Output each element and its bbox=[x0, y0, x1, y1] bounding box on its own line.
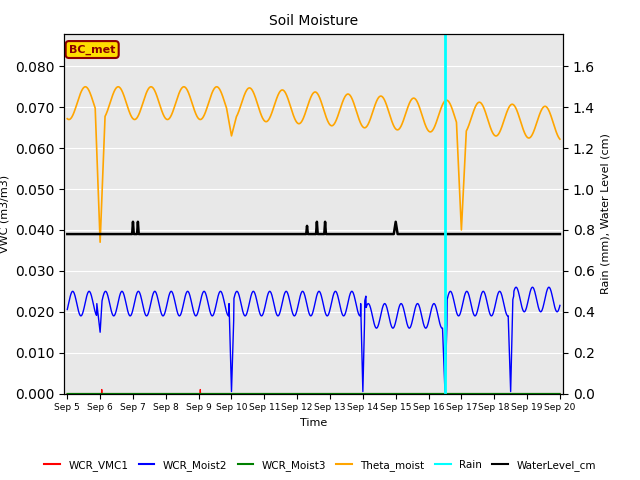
Line: WCR_VMC1: WCR_VMC1 bbox=[67, 389, 560, 394]
WCR_VMC1 bbox=[286, 391, 294, 396]
Theta_moist bbox=[81, 84, 89, 90]
WCR_Moist3 bbox=[124, 391, 132, 396]
Title: Soil Moisture: Soil Moisture bbox=[269, 14, 358, 28]
WCR_VMC1 bbox=[124, 391, 132, 396]
WCR_Moist2 bbox=[225, 311, 233, 316]
WCR_Moist2 bbox=[76, 312, 84, 318]
Legend: WCR_VMC1, WCR_Moist2, WCR_Moist3, Theta_moist, Rain, WaterLevel_cm: WCR_VMC1, WCR_Moist2, WCR_Moist3, Theta_… bbox=[40, 456, 600, 475]
WCR_Moist2 bbox=[556, 302, 564, 308]
WCR_Moist3 bbox=[221, 391, 228, 396]
Y-axis label: VWC (m3/m3): VWC (m3/m3) bbox=[0, 175, 9, 252]
WCR_Moist3 bbox=[556, 391, 564, 396]
Line: WCR_Moist2: WCR_Moist2 bbox=[67, 287, 560, 392]
WCR_Moist2 bbox=[529, 284, 536, 290]
WCR_VMC1 bbox=[63, 391, 71, 396]
WaterLevel_cm bbox=[226, 231, 234, 237]
Y-axis label: Rain (mm), Water Level (cm): Rain (mm), Water Level (cm) bbox=[600, 133, 611, 294]
WCR_Moist2 bbox=[63, 307, 71, 312]
Text: BC_met: BC_met bbox=[69, 44, 115, 55]
Theta_moist bbox=[96, 240, 104, 245]
Theta_moist bbox=[226, 124, 234, 130]
WCR_Moist2 bbox=[228, 389, 236, 395]
WCR_Moist3 bbox=[286, 391, 294, 396]
WCR_Moist2 bbox=[221, 302, 228, 308]
WaterLevel_cm bbox=[221, 231, 229, 237]
WaterLevel_cm bbox=[431, 231, 438, 237]
WCR_VMC1 bbox=[221, 391, 229, 396]
WCR_VMC1 bbox=[556, 391, 564, 396]
WCR_VMC1 bbox=[226, 391, 234, 396]
WCR_VMC1 bbox=[98, 386, 106, 392]
WaterLevel_cm bbox=[286, 231, 294, 237]
WaterLevel_cm bbox=[63, 231, 71, 237]
X-axis label: Time: Time bbox=[300, 418, 327, 428]
Theta_moist bbox=[431, 124, 438, 130]
WCR_Moist2 bbox=[431, 301, 438, 307]
WCR_Moist2 bbox=[286, 300, 294, 305]
WCR_Moist3 bbox=[225, 391, 233, 396]
WaterLevel_cm bbox=[124, 231, 132, 237]
Theta_moist bbox=[221, 102, 229, 108]
WCR_VMC1 bbox=[76, 391, 84, 396]
WCR_Moist3 bbox=[430, 391, 438, 396]
Line: Theta_moist: Theta_moist bbox=[67, 87, 560, 242]
WaterLevel_cm bbox=[129, 219, 137, 225]
Theta_moist bbox=[287, 103, 294, 109]
Theta_moist bbox=[556, 136, 564, 142]
Theta_moist bbox=[125, 107, 132, 113]
WCR_VMC1 bbox=[431, 391, 438, 396]
Theta_moist bbox=[76, 91, 84, 97]
Line: WaterLevel_cm: WaterLevel_cm bbox=[67, 222, 560, 234]
WaterLevel_cm bbox=[76, 231, 84, 237]
WCR_Moist3 bbox=[63, 391, 71, 396]
WCR_Moist2 bbox=[124, 309, 132, 315]
WaterLevel_cm bbox=[556, 231, 564, 237]
Theta_moist bbox=[63, 116, 71, 121]
WCR_Moist3 bbox=[76, 391, 84, 396]
